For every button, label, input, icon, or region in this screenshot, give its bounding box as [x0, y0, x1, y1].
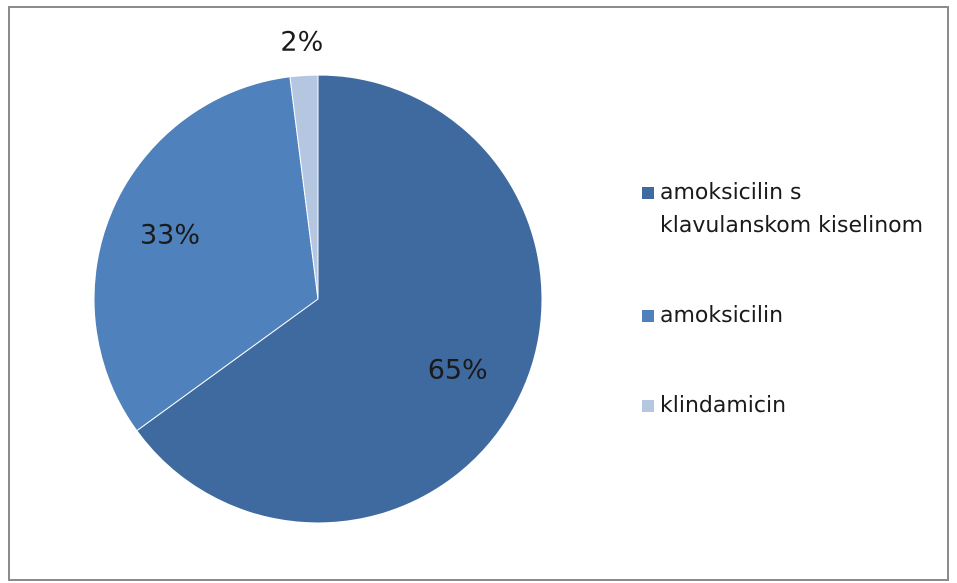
pie-slice-2 [93, 76, 319, 432]
pie-slice-3 [289, 74, 319, 300]
legend: amoksicilin s klavulanskom kiselinom amo… [636, 176, 956, 422]
legend-swatch [642, 187, 654, 199]
data-label-1: 65% [428, 355, 488, 386]
legend-item-amoksicilin-s-klavulanskom-kiselinom: amoksicilin s klavulanskom kiselinom [636, 176, 956, 242]
legend-label: amoksicilin [660, 303, 784, 328]
legend-item-amoksicilin: amoksicilin [636, 299, 956, 332]
pie-chart: 65% 33% 2% [93, 26, 543, 524]
legend-swatch [642, 400, 654, 412]
legend-label: klindamicin [660, 393, 787, 418]
legend-item-klindamicin: klindamicin [636, 389, 956, 422]
pie-slice-1 [136, 74, 543, 524]
data-label-2: 33% [140, 219, 200, 250]
legend-swatch [642, 310, 654, 322]
legend-label: amoksicilin s klavulanskom kiselinom [660, 180, 924, 238]
chart-area: 65% 33% 2% amoksicilin s klavulanskom kise… [8, 6, 949, 581]
data-label-3: 2% [280, 26, 323, 57]
